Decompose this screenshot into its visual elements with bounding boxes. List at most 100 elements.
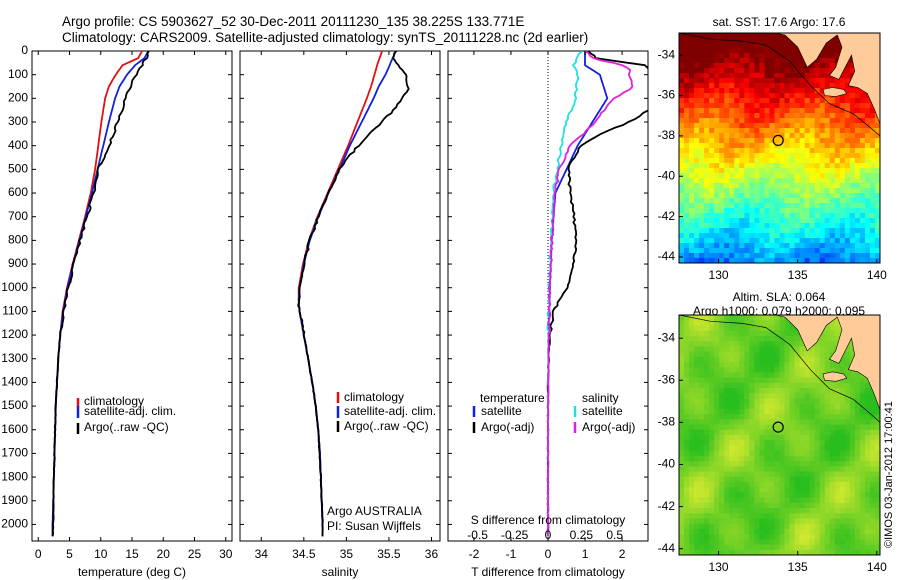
map-cell: [784, 508, 790, 514]
map-cell: [784, 471, 790, 478]
map-cell: [794, 544, 801, 551]
map-cell: [684, 248, 690, 254]
sst-map-panel: sat. SST: 17.6 Argo: 17.6 130 135 140-34-3…: [658, 15, 888, 282]
map-cell: [734, 158, 740, 164]
map-cell: [709, 315, 715, 321]
map-cell: [844, 523, 851, 530]
map-cell: [774, 83, 780, 89]
map-cell: [739, 108, 745, 114]
map-cell: [849, 523, 856, 530]
map-cell: [819, 73, 826, 79]
map-cell: [754, 88, 760, 94]
map-cell: [854, 113, 861, 119]
map-cell: [734, 513, 740, 519]
map-cell: [679, 123, 685, 129]
map-cell: [794, 68, 801, 74]
map-cell: [699, 73, 705, 79]
map-cell: [684, 118, 690, 124]
map-cell: [749, 403, 755, 410]
map-cell: [844, 502, 851, 509]
map-cell: [784, 228, 790, 234]
map-cell: [859, 528, 866, 535]
map-cell: [839, 461, 846, 467]
map-cell: [839, 440, 846, 446]
map-cell: [784, 528, 790, 535]
map-cell: [759, 58, 765, 64]
map-cell: [804, 508, 811, 514]
map-cell: [734, 534, 740, 540]
map-cell: [694, 549, 700, 555]
map-cell: [704, 346, 710, 352]
map-cell: [689, 508, 695, 514]
map-cell: [679, 53, 685, 59]
map-cell: [794, 198, 801, 204]
map-cell: [679, 183, 685, 189]
map-cell: [864, 258, 871, 263]
map-cell: [794, 492, 801, 499]
map-cell: [804, 528, 811, 535]
map-cell: [679, 198, 685, 204]
map-cell: [684, 208, 690, 214]
map-cell: [809, 455, 816, 462]
map-cell: [739, 198, 745, 204]
map-cell: [714, 487, 720, 493]
map-cell: [764, 98, 770, 104]
map-cell: [694, 53, 700, 59]
map-cell: [689, 419, 695, 425]
map-cell: [769, 435, 775, 441]
map-cell: [734, 346, 740, 352]
map-cell: [789, 238, 795, 244]
map-cell: [769, 148, 775, 154]
map-cell: [734, 393, 740, 399]
map-cell: [834, 248, 841, 254]
map-cell: [744, 523, 750, 530]
map-cell: [679, 113, 685, 119]
map-cell: [784, 320, 790, 326]
map-cell: [839, 377, 846, 384]
map-cell: [834, 118, 841, 124]
map-cell: [704, 502, 710, 509]
map-cell: [749, 544, 755, 551]
map-cell: [754, 208, 760, 214]
map-cell: [794, 528, 801, 535]
map-cell: [814, 68, 821, 74]
map-cell: [834, 78, 841, 84]
map-cell: [759, 382, 765, 389]
map-cell: [814, 108, 821, 114]
map-cell: [794, 108, 801, 114]
map-cell: [789, 455, 795, 462]
map-cell: [694, 351, 700, 358]
map-cell: [784, 178, 790, 184]
map-cell: [709, 372, 715, 379]
map-cell: [694, 78, 700, 84]
map-cell: [839, 487, 846, 493]
map-cell: [679, 487, 685, 493]
map-cell: [754, 38, 760, 44]
map-cell: [704, 403, 710, 410]
depth-tick-label: 200: [8, 91, 28, 105]
map-cell: [699, 183, 705, 189]
map-cell: [859, 258, 866, 263]
map-cell: [774, 233, 780, 239]
map-cell: [749, 93, 755, 99]
map-cell: [824, 63, 831, 69]
map-cell: [704, 253, 710, 259]
map-cell: [844, 346, 851, 352]
map-cell: [739, 528, 745, 535]
map-cell: [779, 248, 785, 254]
map-cell: [709, 38, 715, 44]
map-cell: [694, 73, 700, 79]
map-cell: [779, 243, 785, 249]
map-cell: [814, 73, 821, 79]
map-cell: [784, 188, 790, 194]
map-cell: [724, 356, 730, 363]
map-cell: [859, 393, 866, 399]
map-cell: [719, 93, 725, 99]
map-cell: [734, 440, 740, 446]
map-cell: [764, 233, 770, 239]
map-cell: [804, 450, 811, 457]
map-cell: [819, 549, 826, 555]
map-cell: [844, 203, 851, 209]
map-cell: [759, 315, 765, 321]
map-cell: [749, 330, 755, 337]
